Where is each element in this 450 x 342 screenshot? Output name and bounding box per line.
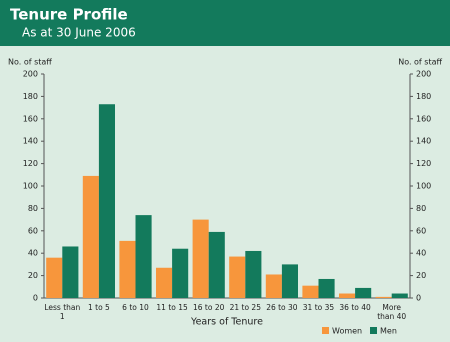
- y-tick-label: 80: [28, 204, 38, 213]
- y-tick-label: 20: [28, 271, 38, 280]
- x-tick-label: 31 to 35: [302, 303, 335, 312]
- bar: [172, 248, 189, 298]
- y-axis-label: No. of staff: [8, 58, 52, 67]
- bar: [229, 256, 246, 298]
- x-tick-label: More than 40: [377, 303, 407, 321]
- y-tick-label: 140: [23, 137, 38, 146]
- x-tick-label: 16 to 20: [192, 303, 225, 312]
- legend-label: Men: [380, 327, 397, 336]
- bar: [135, 215, 152, 298]
- bar: [265, 274, 282, 298]
- y-tick-label: 100: [23, 182, 38, 191]
- x-tick-label: 36 to 40: [339, 303, 371, 312]
- bar: [62, 246, 79, 298]
- chart-subtitle: As at 30 June 2006: [22, 26, 136, 40]
- y2-axis-label: No. of staff: [398, 58, 442, 67]
- bar: [375, 296, 392, 298]
- bar: [46, 257, 63, 298]
- y-tick-label: 120: [23, 159, 38, 168]
- bar: [245, 250, 262, 298]
- y2-tick-label: 120: [416, 159, 431, 168]
- legend-label: Women: [332, 327, 362, 336]
- y2-tick-label: 80: [416, 204, 426, 213]
- bar: [391, 293, 408, 298]
- header-band: [0, 0, 450, 46]
- y-tick-label: 160: [23, 114, 38, 123]
- bar: [302, 285, 319, 298]
- y-tick-label: 180: [23, 92, 38, 101]
- bar: [155, 267, 173, 298]
- y-tick-label: 40: [28, 249, 38, 258]
- y-tick-label: 200: [23, 70, 38, 79]
- y-tick-label: 60: [28, 226, 38, 235]
- y2-tick-label: 100: [416, 182, 431, 191]
- x-tick-label: 11 to 15: [156, 303, 188, 312]
- y2-tick-label: 200: [416, 70, 431, 79]
- bar: [208, 231, 225, 298]
- y2-tick-label: 160: [416, 114, 431, 123]
- x-tick-label: 1 to 5: [87, 303, 110, 312]
- bar: [281, 264, 299, 298]
- y-tick-label: 0: [33, 294, 38, 303]
- y2-tick-label: 140: [416, 137, 431, 146]
- chart-title: Tenure Profile: [10, 6, 128, 24]
- bar: [355, 287, 372, 298]
- y2-tick-label: 0: [416, 294, 421, 303]
- bar: [192, 219, 209, 298]
- y2-tick-label: 40: [416, 249, 426, 258]
- x-axis-label: Years of Tenure: [190, 317, 263, 328]
- x-tick-label: 21 to 25: [229, 303, 261, 312]
- y2-tick-label: 60: [416, 226, 426, 235]
- bar: [98, 104, 116, 299]
- x-tick-label: 6 to 10: [122, 303, 149, 312]
- bar: [82, 175, 99, 298]
- bar: [338, 293, 356, 298]
- x-tick-label: 26 to 30: [266, 303, 298, 312]
- legend-swatch: [370, 327, 377, 334]
- y2-tick-label: 180: [416, 92, 431, 101]
- bar: [119, 240, 136, 298]
- bar: [318, 278, 335, 298]
- y2-tick-label: 20: [416, 271, 426, 280]
- legend-swatch: [322, 327, 329, 334]
- x-tick-label: Less than 1: [44, 303, 81, 321]
